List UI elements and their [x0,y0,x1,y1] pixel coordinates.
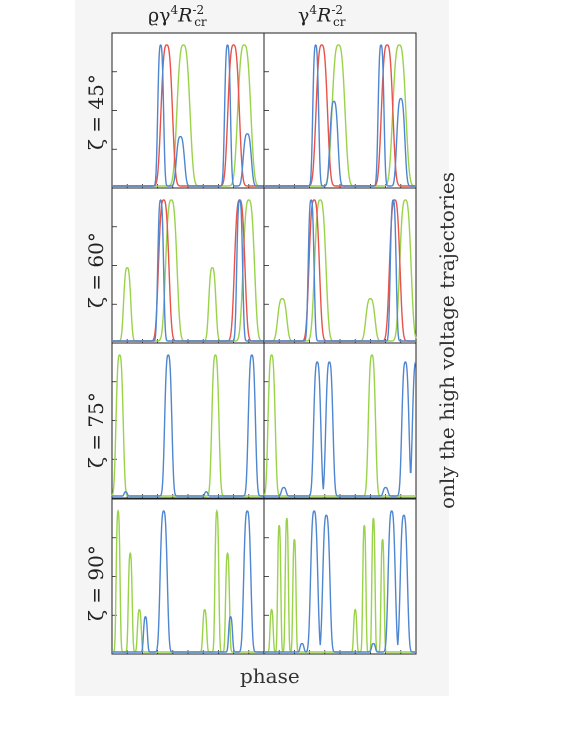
panel-r3-c2 [263,342,417,499]
series-blue-r2-c2 [264,199,416,342]
series-blue-r2-c1 [112,199,264,342]
series-blue-r4-c1 [112,510,264,653]
panel-r3-c1 [111,342,265,499]
row-label-1: ζ = 45° [84,74,108,150]
x-axis-label: phase [240,664,300,688]
side-label: only the high voltage trajectories [435,172,459,509]
row-label-4: ζ = 90° [84,545,108,621]
series-blue-r1-c1 [112,44,264,187]
column-title-1: ϱγ4R-2cr [148,3,207,30]
series-blue-r3-c2 [264,361,417,497]
series-blue-r4-c2 [264,510,416,653]
series-blue-r1-c2 [264,44,416,187]
row-label-3: ζ = 75° [84,392,108,468]
panel-r4-c1 [111,498,265,655]
row-label-2: ζ = 60° [84,232,108,308]
series-blue-r3-c1 [112,354,264,497]
column-title-2: γ4R-2cr [298,3,346,30]
